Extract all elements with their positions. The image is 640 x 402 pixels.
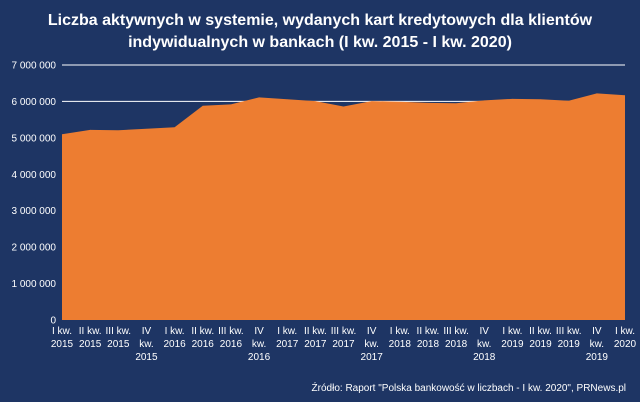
area-fill <box>62 93 625 321</box>
x-tick-label: IV kw. 2016 <box>248 326 271 363</box>
x-tick-label: IV kw. 2017 <box>361 326 384 363</box>
x-tick-label: III kw. 2018 <box>443 326 469 350</box>
x-tick-label: III kw. 2015 <box>106 326 132 350</box>
y-tick-label: 6 000 000 <box>12 97 57 108</box>
y-tick-label: 5 000 000 <box>12 133 57 144</box>
chart-title: Liczba aktywnych w systemie, wydanych ka… <box>0 10 640 54</box>
x-tick-label: I kw. 2016 <box>163 326 186 350</box>
y-tick-label: 0 <box>50 316 56 327</box>
y-tick-label: 3 000 000 <box>12 206 57 217</box>
x-tick-label: IV kw. 2019 <box>586 326 609 363</box>
chart-title-line-2: indywidualnych w bankach (I kw. 2015 - I… <box>128 34 512 51</box>
x-tick-label: II kw. 2017 <box>304 326 327 350</box>
area-series <box>61 93 626 321</box>
y-tick-label: 7 000 000 <box>12 61 57 72</box>
x-tick-label: II kw. 2015 <box>79 326 102 350</box>
x-tick-label: IV kw. 2015 <box>135 326 158 363</box>
source-note: Źródło: Raport "Polska bankowość w liczb… <box>311 383 626 394</box>
x-tick-label: I kw. 2015 <box>51 326 74 350</box>
y-tick-label: 4 000 000 <box>12 170 57 181</box>
x-tick-label: I kw. 2017 <box>276 326 299 350</box>
x-tick-label: III kw. 2017 <box>331 326 357 350</box>
x-tick-label: II kw. 2019 <box>529 326 552 350</box>
x-tick-label: III kw. 2019 <box>556 326 582 350</box>
x-tick-label: III kw. 2016 <box>218 326 244 350</box>
y-axis-ticks: 0 1 000 000 2 000 000 3 000 000 4 000 000 5 0… <box>12 61 57 327</box>
x-tick-label: II kw. 2018 <box>417 326 440 350</box>
x-tick-label: I kw. 2020 <box>614 326 637 350</box>
x-tick-label: IV kw. 2018 <box>473 326 496 363</box>
y-tick-label: 2 000 000 <box>12 243 57 254</box>
x-tick-label: I kw. 2018 <box>389 326 412 350</box>
x-tick-label: I kw. 2019 <box>501 326 524 350</box>
x-tick-label: II kw. 2016 <box>191 326 214 350</box>
y-tick-label: 1 000 000 <box>12 279 57 290</box>
chart-title-line-1: Liczba aktywnych w systemie, wydanych ka… <box>47 12 593 29</box>
